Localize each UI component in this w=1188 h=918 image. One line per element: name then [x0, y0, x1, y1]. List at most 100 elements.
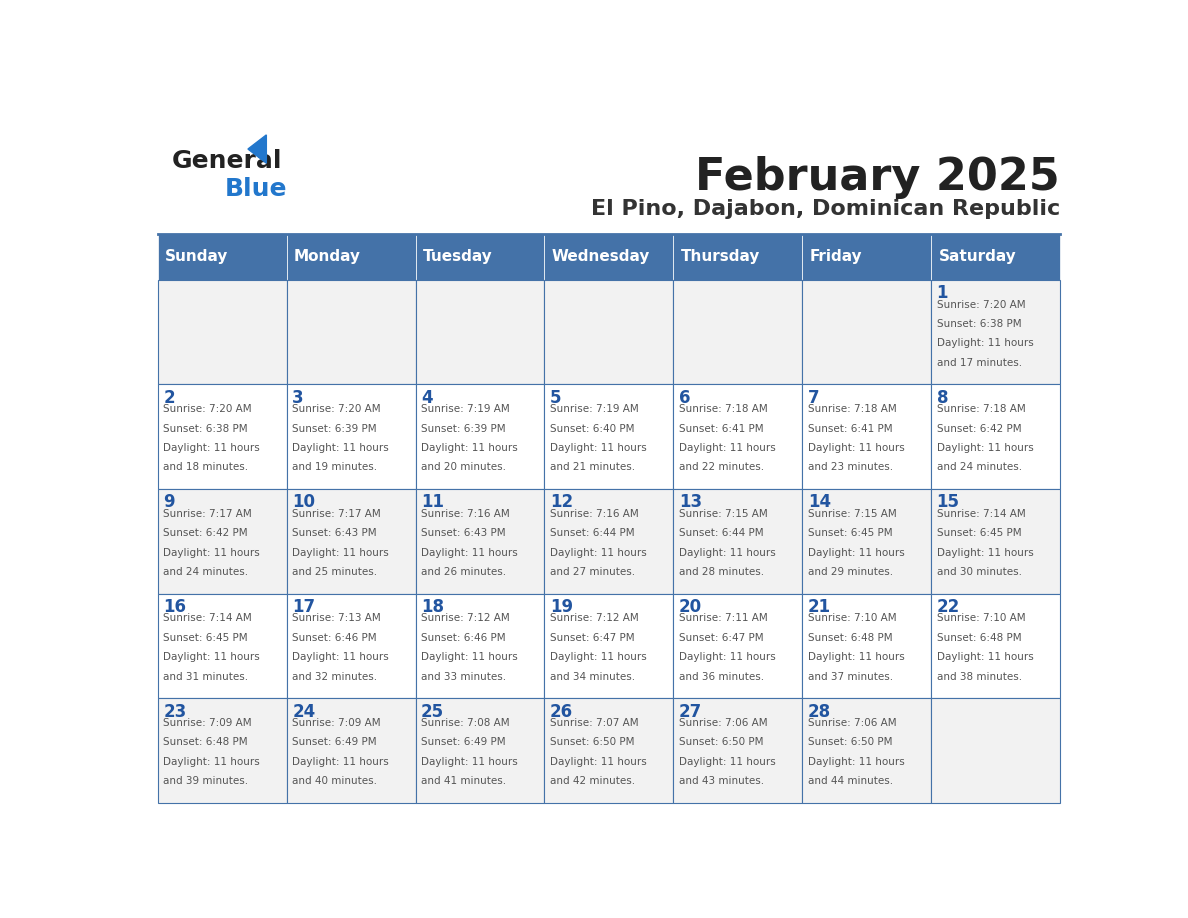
Text: Sunset: 6:38 PM: Sunset: 6:38 PM — [936, 319, 1022, 329]
FancyBboxPatch shape — [931, 234, 1060, 280]
Text: Daylight: 11 hours: Daylight: 11 hours — [678, 756, 776, 767]
Text: Sunrise: 7:06 AM: Sunrise: 7:06 AM — [678, 718, 767, 728]
FancyBboxPatch shape — [802, 280, 931, 385]
Text: and 17 minutes.: and 17 minutes. — [936, 358, 1022, 368]
Text: and 27 minutes.: and 27 minutes. — [550, 567, 636, 577]
FancyBboxPatch shape — [286, 594, 416, 699]
Text: and 36 minutes.: and 36 minutes. — [678, 671, 764, 681]
FancyBboxPatch shape — [416, 234, 544, 280]
Text: Sunset: 6:48 PM: Sunset: 6:48 PM — [808, 633, 892, 643]
Text: Sunset: 6:40 PM: Sunset: 6:40 PM — [550, 423, 634, 433]
Text: 6: 6 — [678, 388, 690, 407]
Text: and 32 minutes.: and 32 minutes. — [292, 671, 378, 681]
Text: Daylight: 11 hours: Daylight: 11 hours — [936, 547, 1034, 557]
Text: Sunrise: 7:10 AM: Sunrise: 7:10 AM — [808, 613, 897, 623]
FancyBboxPatch shape — [544, 280, 674, 385]
Text: Sunset: 6:45 PM: Sunset: 6:45 PM — [808, 528, 892, 538]
Text: Tuesday: Tuesday — [423, 250, 493, 264]
Text: and 34 minutes.: and 34 minutes. — [550, 671, 636, 681]
Text: Sunrise: 7:07 AM: Sunrise: 7:07 AM — [550, 718, 639, 728]
Text: and 43 minutes.: and 43 minutes. — [678, 776, 764, 786]
FancyBboxPatch shape — [158, 489, 286, 594]
FancyBboxPatch shape — [158, 699, 286, 803]
FancyBboxPatch shape — [931, 280, 1060, 385]
Text: and 37 minutes.: and 37 minutes. — [808, 671, 893, 681]
Text: 12: 12 — [550, 493, 573, 511]
Text: Daylight: 11 hours: Daylight: 11 hours — [678, 547, 776, 557]
Text: and 21 minutes.: and 21 minutes. — [550, 463, 636, 472]
Text: 7: 7 — [808, 388, 820, 407]
Text: Daylight: 11 hours: Daylight: 11 hours — [550, 756, 646, 767]
Text: 27: 27 — [678, 702, 702, 721]
Text: Daylight: 11 hours: Daylight: 11 hours — [808, 756, 904, 767]
Text: Sunset: 6:50 PM: Sunset: 6:50 PM — [678, 737, 764, 747]
Text: Sunrise: 7:20 AM: Sunrise: 7:20 AM — [163, 404, 252, 414]
Text: Daylight: 11 hours: Daylight: 11 hours — [808, 547, 904, 557]
Text: 10: 10 — [292, 493, 315, 511]
Text: Sunset: 6:49 PM: Sunset: 6:49 PM — [421, 737, 506, 747]
Text: Daylight: 11 hours: Daylight: 11 hours — [292, 442, 388, 453]
FancyBboxPatch shape — [544, 699, 674, 803]
Text: Sunset: 6:50 PM: Sunset: 6:50 PM — [550, 737, 634, 747]
Text: and 28 minutes.: and 28 minutes. — [678, 567, 764, 577]
Text: Daylight: 11 hours: Daylight: 11 hours — [421, 652, 518, 662]
FancyBboxPatch shape — [544, 385, 674, 489]
Text: Sunrise: 7:16 AM: Sunrise: 7:16 AM — [421, 509, 510, 519]
Text: Blue: Blue — [225, 177, 287, 201]
Text: Sunset: 6:44 PM: Sunset: 6:44 PM — [678, 528, 764, 538]
Text: 26: 26 — [550, 702, 573, 721]
Text: 22: 22 — [936, 598, 960, 616]
Text: Sunset: 6:39 PM: Sunset: 6:39 PM — [421, 423, 506, 433]
FancyBboxPatch shape — [674, 280, 802, 385]
Text: Daylight: 11 hours: Daylight: 11 hours — [936, 652, 1034, 662]
Text: 16: 16 — [163, 598, 187, 616]
Text: Sunset: 6:41 PM: Sunset: 6:41 PM — [808, 423, 892, 433]
Text: Daylight: 11 hours: Daylight: 11 hours — [678, 442, 776, 453]
Text: Sunrise: 7:17 AM: Sunrise: 7:17 AM — [163, 509, 252, 519]
Text: and 20 minutes.: and 20 minutes. — [421, 463, 506, 472]
Text: Sunset: 6:42 PM: Sunset: 6:42 PM — [936, 423, 1022, 433]
FancyBboxPatch shape — [544, 594, 674, 699]
Text: Daylight: 11 hours: Daylight: 11 hours — [808, 442, 904, 453]
Text: 9: 9 — [163, 493, 175, 511]
Text: Saturday: Saturday — [939, 250, 1016, 264]
FancyBboxPatch shape — [544, 234, 674, 280]
Text: and 24 minutes.: and 24 minutes. — [163, 567, 248, 577]
Text: Daylight: 11 hours: Daylight: 11 hours — [808, 652, 904, 662]
Text: El Pino, Dajabon, Dominican Republic: El Pino, Dajabon, Dominican Republic — [590, 198, 1060, 218]
FancyBboxPatch shape — [931, 489, 1060, 594]
Text: Sunrise: 7:19 AM: Sunrise: 7:19 AM — [421, 404, 510, 414]
FancyBboxPatch shape — [802, 489, 931, 594]
Text: Daylight: 11 hours: Daylight: 11 hours — [163, 547, 260, 557]
Text: 15: 15 — [936, 493, 960, 511]
FancyBboxPatch shape — [931, 594, 1060, 699]
FancyBboxPatch shape — [286, 489, 416, 594]
FancyBboxPatch shape — [802, 699, 931, 803]
Text: Daylight: 11 hours: Daylight: 11 hours — [163, 442, 260, 453]
Text: 1: 1 — [936, 284, 948, 302]
Text: Daylight: 11 hours: Daylight: 11 hours — [292, 547, 388, 557]
Text: Sunset: 6:42 PM: Sunset: 6:42 PM — [163, 528, 248, 538]
Text: and 40 minutes.: and 40 minutes. — [292, 776, 377, 786]
Text: and 31 minutes.: and 31 minutes. — [163, 671, 248, 681]
Polygon shape — [248, 135, 266, 163]
Text: 5: 5 — [550, 388, 562, 407]
Text: Sunset: 6:47 PM: Sunset: 6:47 PM — [550, 633, 634, 643]
Text: Sunrise: 7:09 AM: Sunrise: 7:09 AM — [292, 718, 381, 728]
Text: Sunrise: 7:18 AM: Sunrise: 7:18 AM — [936, 404, 1025, 414]
Text: 19: 19 — [550, 598, 573, 616]
FancyBboxPatch shape — [674, 594, 802, 699]
Text: Sunset: 6:46 PM: Sunset: 6:46 PM — [421, 633, 506, 643]
Text: 13: 13 — [678, 493, 702, 511]
Text: Daylight: 11 hours: Daylight: 11 hours — [550, 442, 646, 453]
Text: 24: 24 — [292, 702, 315, 721]
Text: February 2025: February 2025 — [695, 156, 1060, 199]
Text: and 24 minutes.: and 24 minutes. — [936, 463, 1022, 472]
Text: Sunrise: 7:20 AM: Sunrise: 7:20 AM — [936, 299, 1025, 309]
FancyBboxPatch shape — [674, 699, 802, 803]
Text: Friday: Friday — [809, 250, 862, 264]
Text: Sunset: 6:38 PM: Sunset: 6:38 PM — [163, 423, 248, 433]
Text: 2: 2 — [163, 388, 175, 407]
Text: and 22 minutes.: and 22 minutes. — [678, 463, 764, 472]
Text: 4: 4 — [421, 388, 432, 407]
